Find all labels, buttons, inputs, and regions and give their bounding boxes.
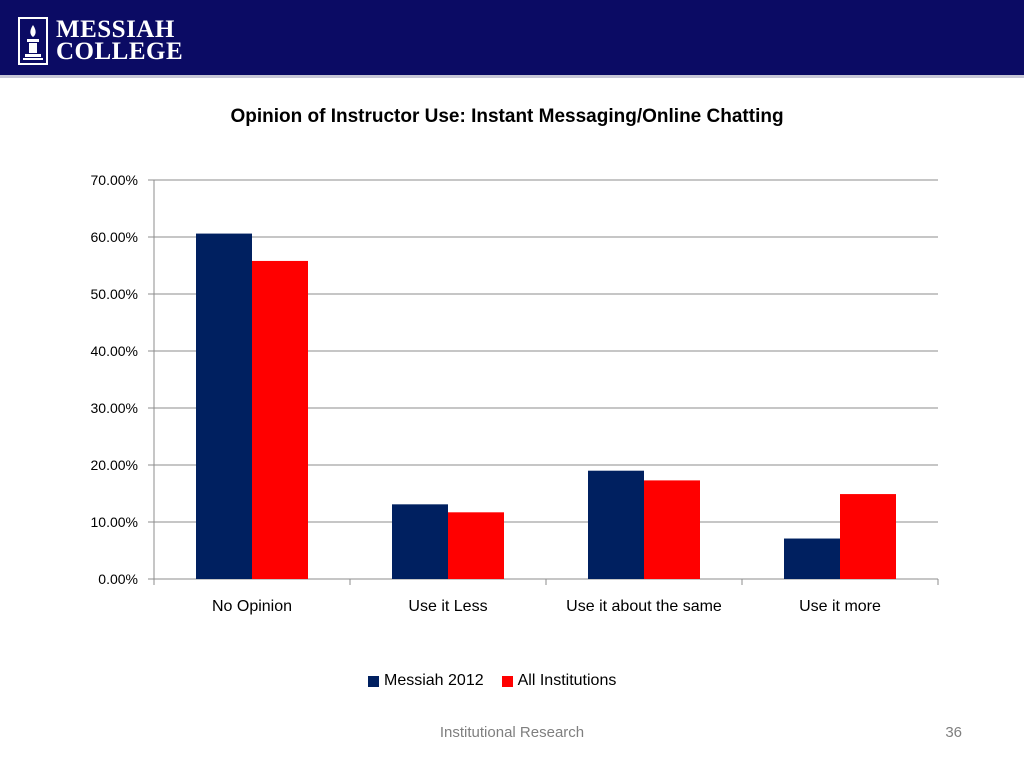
y-tick-label: 0.00% xyxy=(98,571,138,587)
y-tick-label: 70.00% xyxy=(91,172,138,188)
x-category-label: Use it more xyxy=(799,598,881,615)
logo-wordmark: MESSIAH COLLEGE xyxy=(56,16,184,65)
chart-title: Opinion of Instructor Use: Instant Messa… xyxy=(230,106,784,127)
logo-line-2: COLLEGE xyxy=(56,38,184,65)
lamp-seal-icon xyxy=(18,17,48,65)
bar-all-institutions xyxy=(448,512,504,579)
legend-item-messiah: Messiah 2012 xyxy=(368,672,484,690)
x-category-label: No Opinion xyxy=(212,598,292,615)
legend-item-all-institutions: All Institutions xyxy=(501,672,617,690)
bar-messiah-2012 xyxy=(784,538,840,579)
x-category-label: Use it Less xyxy=(408,598,487,615)
y-tick-label: 20.00% xyxy=(91,457,138,473)
bar-messiah-2012 xyxy=(588,470,644,579)
legend-label-messiah: Messiah 2012 xyxy=(384,672,484,689)
logo-line-1: MESSIAH xyxy=(56,16,175,43)
header-band: MESSIAH COLLEGE xyxy=(0,0,1024,78)
legend-swatch-all-institutions xyxy=(501,675,513,687)
messiah-college-logo: MESSIAH COLLEGE xyxy=(18,14,183,68)
y-tick-label: 60.00% xyxy=(91,229,138,245)
bar-all-institutions xyxy=(644,480,700,579)
chart-legend: Messiah 2012 All Institutions xyxy=(368,672,634,690)
y-tick-label: 10.00% xyxy=(91,514,138,530)
bar-chart: 0.00% 10.00% 20.00% 30.00% 40.00% 50.00% 60.00… xyxy=(91,172,939,615)
x-category-label: Use it about the same xyxy=(566,598,722,615)
bar-all-institutions xyxy=(252,260,308,579)
bar-messiah-2012 xyxy=(392,504,448,579)
page-number: 36 xyxy=(945,724,962,741)
y-tick-label: 50.00% xyxy=(91,286,138,302)
y-tick-label: 40.00% xyxy=(91,343,138,359)
footer-label: Institutional Research xyxy=(439,724,585,741)
legend-label-all-institutions: All Institutions xyxy=(517,672,617,689)
legend-swatch-messiah xyxy=(368,675,379,687)
bar-all-institutions xyxy=(840,494,896,579)
y-tick-label: 30.00% xyxy=(91,400,138,416)
bar-messiah-2012 xyxy=(196,233,252,579)
